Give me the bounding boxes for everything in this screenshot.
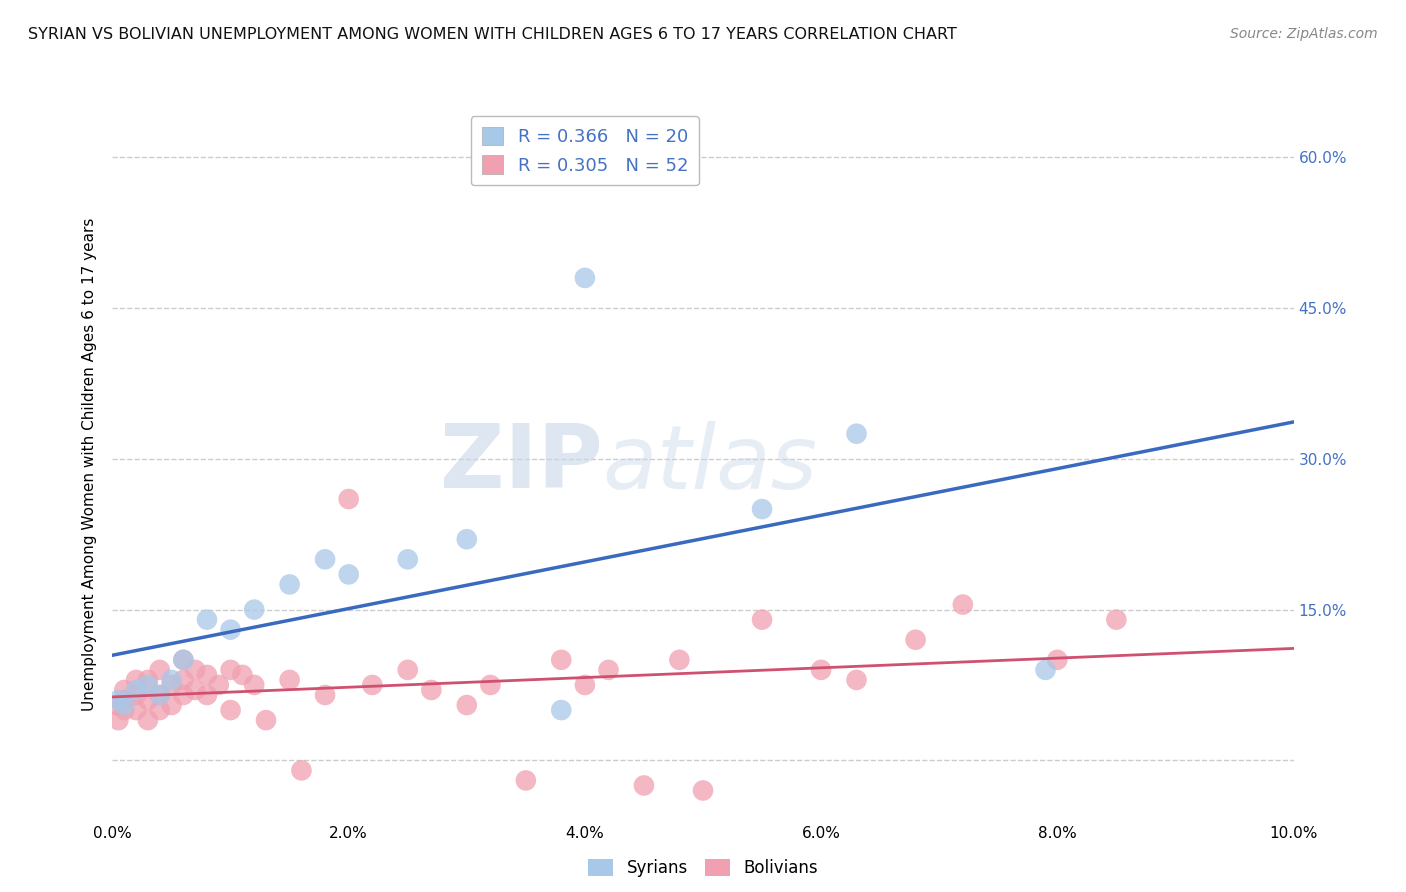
Point — [278, 673, 301, 687]
Point — [136, 673, 159, 687]
Point — [112, 693, 135, 707]
Point — [125, 683, 148, 698]
Point — [149, 688, 172, 702]
Point — [278, 577, 301, 591]
Point — [160, 678, 183, 692]
Point — [396, 663, 419, 677]
Point — [337, 567, 360, 582]
Point — [219, 623, 242, 637]
Point — [125, 673, 148, 687]
Point — [172, 653, 194, 667]
Y-axis label: Unemployment Among Women with Children Ages 6 to 17 years: Unemployment Among Women with Children A… — [82, 217, 97, 711]
Point — [1035, 663, 1057, 677]
Point — [107, 693, 129, 707]
Point — [420, 683, 443, 698]
Point — [107, 713, 129, 727]
Point — [692, 783, 714, 797]
Point — [112, 683, 135, 698]
Point — [195, 668, 218, 682]
Point — [314, 552, 336, 566]
Point — [904, 632, 927, 647]
Point — [845, 673, 868, 687]
Point — [160, 698, 183, 712]
Point — [290, 764, 312, 778]
Point — [633, 779, 655, 793]
Point — [125, 688, 148, 702]
Point — [456, 698, 478, 712]
Point — [219, 663, 242, 677]
Point — [243, 678, 266, 692]
Point — [231, 668, 253, 682]
Point — [574, 678, 596, 692]
Text: SYRIAN VS BOLIVIAN UNEMPLOYMENT AMONG WOMEN WITH CHILDREN AGES 6 TO 17 YEARS COR: SYRIAN VS BOLIVIAN UNEMPLOYMENT AMONG WO… — [28, 27, 957, 42]
Point — [1046, 653, 1069, 667]
Point — [550, 653, 572, 667]
Point — [149, 703, 172, 717]
Point — [136, 678, 159, 692]
Point — [184, 663, 207, 677]
Text: Source: ZipAtlas.com: Source: ZipAtlas.com — [1230, 27, 1378, 41]
Point — [136, 693, 159, 707]
Point — [243, 602, 266, 616]
Point — [112, 703, 135, 717]
Point — [574, 271, 596, 285]
Text: ZIP: ZIP — [440, 420, 603, 508]
Point — [456, 533, 478, 547]
Point — [598, 663, 620, 677]
Point — [550, 703, 572, 717]
Point — [668, 653, 690, 667]
Point — [172, 653, 194, 667]
Point — [952, 598, 974, 612]
Point — [845, 426, 868, 441]
Point — [105, 698, 128, 712]
Point — [1105, 613, 1128, 627]
Point — [195, 688, 218, 702]
Point — [337, 491, 360, 506]
Point — [125, 703, 148, 717]
Point — [149, 663, 172, 677]
Point — [184, 683, 207, 698]
Point — [208, 678, 231, 692]
Point — [361, 678, 384, 692]
Point — [219, 703, 242, 717]
Point — [160, 673, 183, 687]
Point — [396, 552, 419, 566]
Point — [112, 698, 135, 712]
Legend: Syrians, Bolivians: Syrians, Bolivians — [582, 852, 824, 884]
Point — [195, 613, 218, 627]
Point — [149, 688, 172, 702]
Point — [172, 688, 194, 702]
Point — [136, 713, 159, 727]
Point — [254, 713, 277, 727]
Point — [515, 773, 537, 788]
Point — [172, 673, 194, 687]
Point — [751, 613, 773, 627]
Point — [810, 663, 832, 677]
Text: atlas: atlas — [603, 421, 817, 507]
Point — [751, 502, 773, 516]
Point — [479, 678, 502, 692]
Point — [314, 688, 336, 702]
